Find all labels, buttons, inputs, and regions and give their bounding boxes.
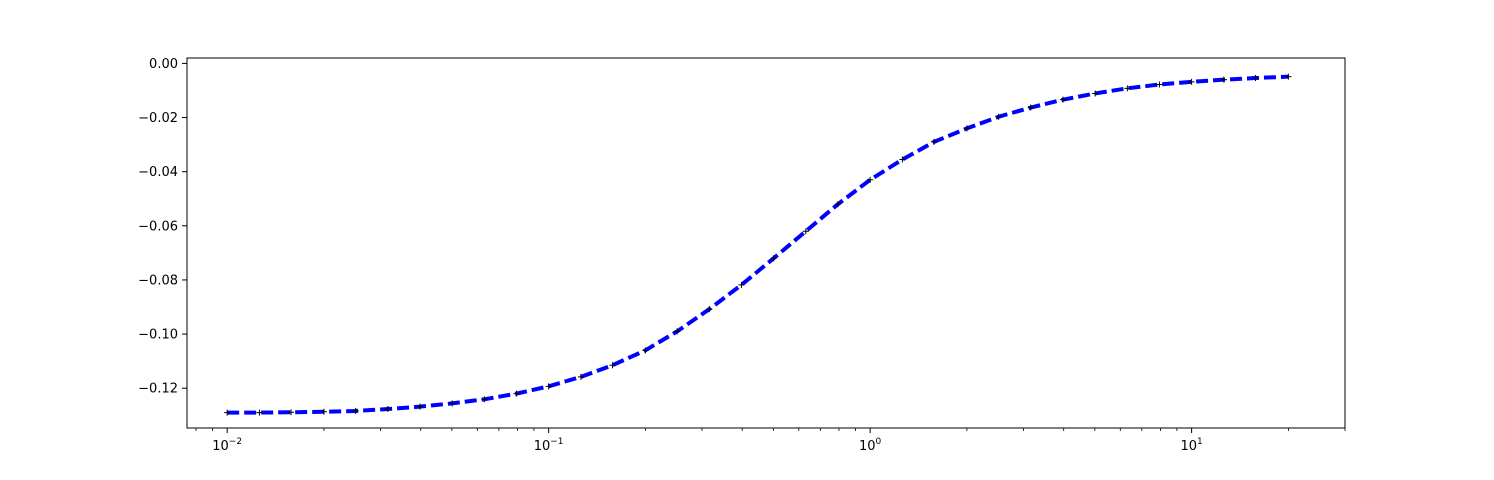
data-point-marker	[963, 125, 970, 132]
plot-frame	[186, 57, 1346, 429]
data-point-marker	[995, 113, 1002, 120]
data-point-marker	[1059, 96, 1066, 103]
data-point-marker	[674, 328, 681, 335]
y-tick-label: −0.06	[138, 219, 178, 234]
data-point-marker	[384, 406, 391, 413]
x-tick-label: 100	[859, 437, 882, 454]
data-point-marker	[706, 306, 713, 313]
data-point-marker	[577, 373, 584, 380]
y-tick-label: −0.10	[138, 328, 178, 343]
data-point-marker	[1027, 104, 1034, 111]
data-point-marker	[609, 362, 616, 369]
data-point-marker	[738, 281, 745, 288]
data-point-marker	[352, 407, 359, 414]
y-tick-label: 0.00	[149, 57, 178, 72]
data-point-marker	[545, 383, 552, 390]
x-tick-base: 10	[212, 439, 229, 454]
data-point-marker	[899, 156, 906, 163]
y-tick-label: −0.04	[138, 165, 178, 180]
data-point-marker	[481, 396, 488, 403]
x-tick-exponent: −2	[229, 437, 242, 447]
data-point-marker	[802, 228, 809, 235]
data-point-marker	[867, 176, 874, 183]
x-tick-label: 10−1	[534, 437, 564, 454]
x-tick-base: 10	[1180, 439, 1197, 454]
data-point-marker	[1252, 75, 1259, 82]
data-point-marker	[834, 201, 841, 208]
data-point-marker	[1285, 73, 1292, 80]
data-point-marker	[642, 347, 649, 354]
data-point-marker	[256, 409, 263, 416]
data-point-marker	[1124, 85, 1131, 92]
data-point-marker	[513, 390, 520, 397]
data-point-marker	[770, 255, 777, 262]
data-point-marker	[930, 138, 937, 145]
data-point-marker	[1220, 76, 1227, 83]
data-point-marker	[1092, 90, 1099, 97]
data-point-marker	[320, 408, 327, 415]
data-point-marker	[224, 409, 231, 416]
series-layer	[224, 73, 1292, 416]
data-point-marker	[1188, 78, 1195, 85]
series-line	[227, 74, 1289, 415]
x-tick-exponent: 1	[1197, 437, 1203, 447]
data-point-marker	[449, 400, 456, 407]
x-tick-label: 10−2	[212, 437, 242, 454]
data-point-marker	[1156, 81, 1163, 88]
x-tick-exponent: 0	[876, 437, 882, 447]
x-tick-exponent: −1	[550, 437, 563, 447]
ticks-layer: 10−2 10−1 100 1010.00−0.02−0.04−0.06−0.08−0…	[138, 57, 1346, 454]
y-tick-label: −0.02	[138, 111, 178, 126]
x-tick-base: 10	[859, 439, 876, 454]
data-point-marker	[288, 409, 295, 416]
data-point-marker	[417, 403, 424, 410]
x-tick-base: 10	[534, 439, 551, 454]
y-tick-label: −0.12	[138, 382, 178, 397]
y-tick-label: −0.08	[138, 273, 178, 288]
x-tick-label: 101	[1180, 437, 1202, 454]
